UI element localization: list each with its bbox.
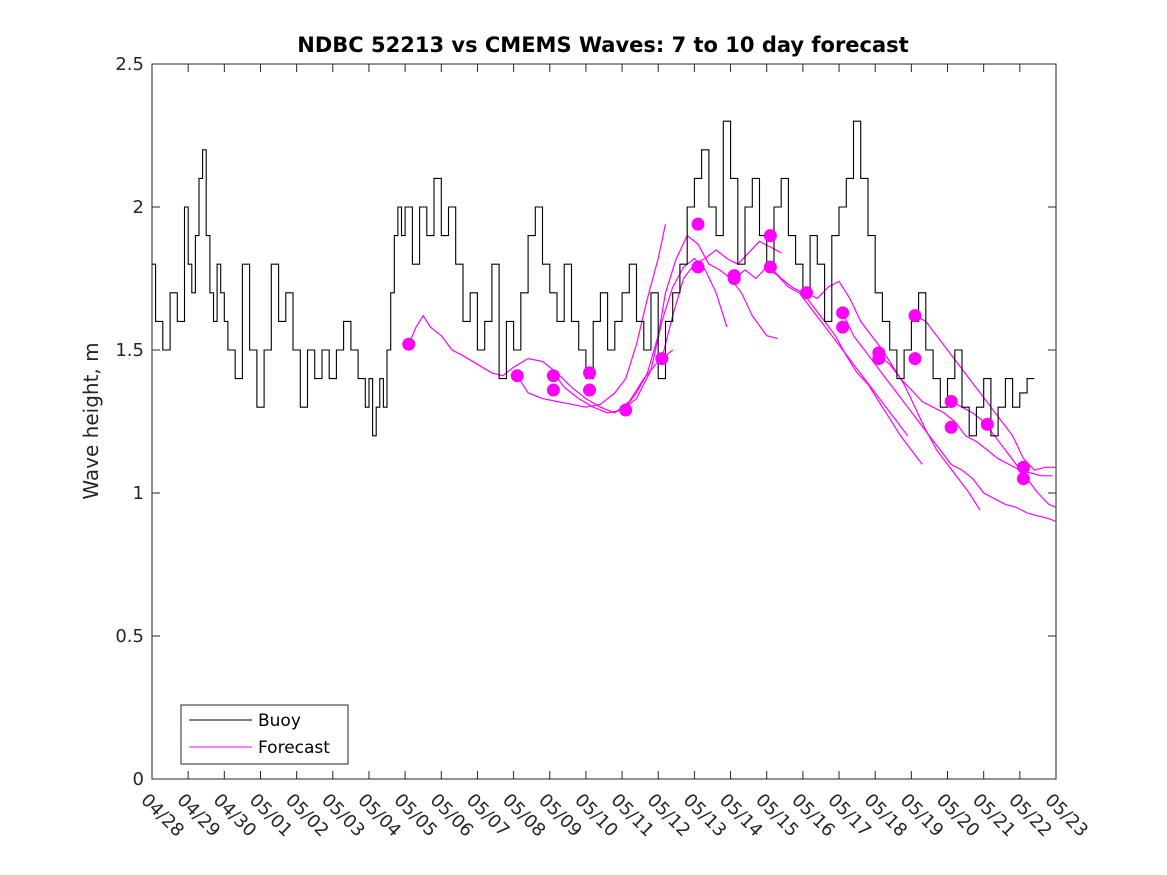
forecast-line <box>914 315 1056 471</box>
forecast-line <box>625 234 778 408</box>
legend-box <box>180 704 349 765</box>
forecast-point <box>583 366 597 380</box>
y-axis: 0 0.5 1 1.5 2 2.5 <box>115 54 1056 790</box>
forecast-point <box>908 309 922 323</box>
forecast-line <box>733 266 909 437</box>
forecast-line <box>806 280 981 511</box>
forecast-point <box>402 337 416 351</box>
y-tick-label: 0 <box>133 769 144 790</box>
forecast-point <box>763 229 777 243</box>
forecast-point <box>872 352 886 366</box>
forecast-point <box>763 260 777 274</box>
y-axis-label: Wave height, m <box>79 342 103 499</box>
forecast-point <box>727 272 741 285</box>
forecast-lines <box>408 224 1057 523</box>
y-tick-label: 2 <box>133 197 144 218</box>
forecast-line <box>842 312 1057 523</box>
forecast-point <box>655 352 669 366</box>
forecast-line <box>516 224 667 408</box>
legend-buoy-label: Buoy <box>258 711 301 731</box>
y-tick-label: 2.5 <box>115 54 144 75</box>
forecast-line <box>769 266 923 465</box>
forecast-point <box>836 306 850 320</box>
forecast-point <box>583 383 597 397</box>
forecast-point <box>691 217 705 231</box>
forecast-point <box>1016 472 1030 486</box>
legend-forecast-label: Forecast <box>258 738 330 758</box>
buoy-line <box>152 120 1035 437</box>
forecast-point <box>980 417 994 431</box>
forecast-point <box>691 260 705 274</box>
forecast-point <box>546 369 560 383</box>
forecast-point <box>836 320 850 334</box>
legend: Buoy Forecast <box>180 704 349 765</box>
plot-area <box>151 63 1057 780</box>
forecast-point <box>944 394 958 408</box>
forecast-point <box>908 352 922 366</box>
y-tick-label: 0.5 <box>115 626 144 647</box>
forecast-point <box>799 286 813 300</box>
forecast-point <box>1016 460 1030 474</box>
y-tick-label: 1.5 <box>115 340 144 361</box>
forecast-point <box>546 383 560 397</box>
buoy-series <box>152 120 1035 437</box>
forecast-points <box>402 217 1030 486</box>
y-tick-label: 1 <box>133 483 144 504</box>
plot-frame <box>151 63 1057 780</box>
forecast-point <box>944 420 958 434</box>
forecast-point <box>510 369 524 383</box>
chart-title: NDBC 52213 vs CMEMS Waves: 7 to 10 day f… <box>297 33 908 57</box>
forecast-point <box>619 403 633 417</box>
forecast-line <box>661 240 782 359</box>
